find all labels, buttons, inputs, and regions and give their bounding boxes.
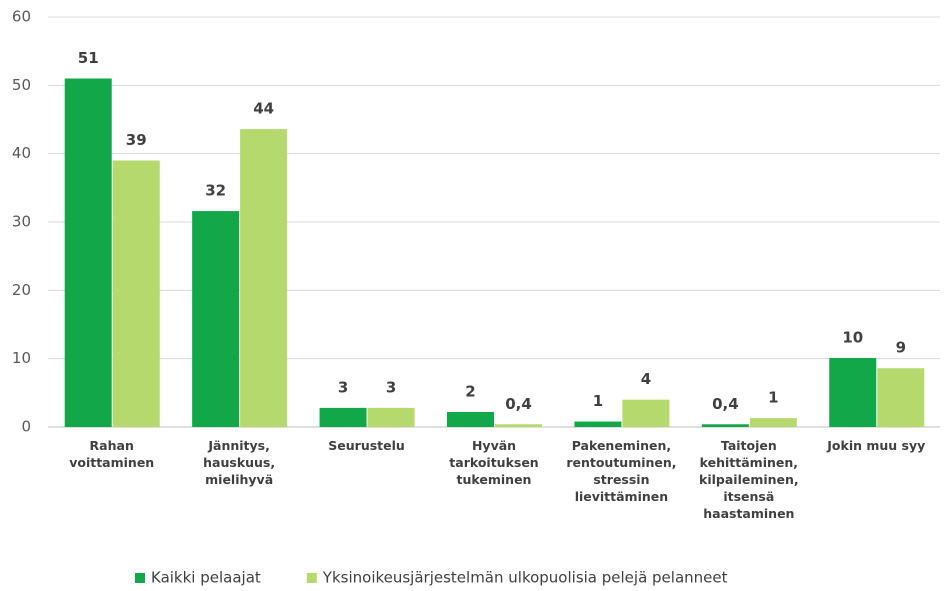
x-tick-label: Hyvän tarkoituksen tukeminen [449,438,539,487]
bar [112,160,160,427]
x-tick-label: Pakeneminen, rentoutuminen, stressin lie… [566,438,677,504]
data-label: 2 [465,382,475,400]
bar [701,424,749,427]
y-tick-label: 30 [12,213,31,231]
data-label: 39 [126,131,147,149]
y-tick-label: 0 [21,418,31,436]
y-tick-label: 10 [12,349,31,367]
bar [877,368,925,427]
y-tick-label: 60 [12,8,31,26]
data-label: 0,4 [505,395,532,413]
bar [829,357,877,427]
data-label: 0,4 [712,395,739,413]
y-tick-label: 20 [12,281,31,299]
bar [749,418,797,427]
x-tick-label: Taitojen kehittäminen, kilpaileminen, it… [699,438,799,521]
data-label: 32 [205,182,226,200]
x-tick-label: Jokin muu syy [827,438,926,453]
data-label: 44 [253,100,274,118]
y-tick-label: 40 [12,144,31,162]
bar [64,78,112,427]
legend-label: Yksinoikeusjärjestelmän ulkopuolisia pel… [322,569,728,587]
x-tick-label: Rahan voittaminen [69,438,155,470]
data-label: 51 [78,49,99,67]
bar [192,211,240,427]
data-label: 1 [768,389,778,407]
bar [574,421,622,427]
data-label: 10 [842,328,863,346]
data-label: 4 [641,370,651,388]
bar [367,407,415,427]
bar [319,407,367,427]
legend-swatch [135,573,145,583]
bar [240,129,288,428]
bar [447,411,494,427]
legend-label: Kaikki pelaajat [151,569,261,587]
data-label: 9 [896,339,906,357]
legend-swatch [306,573,317,583]
x-tick-label: Jännitys, hauskuus, mielihyvä [203,438,276,487]
bar [622,399,670,427]
data-label: 3 [338,378,348,396]
data-label: 3 [386,378,396,396]
data-label: 1 [593,392,603,410]
bar [495,424,542,427]
x-tick-label: Seurustelu [328,438,405,453]
y-tick-label: 50 [12,76,31,94]
